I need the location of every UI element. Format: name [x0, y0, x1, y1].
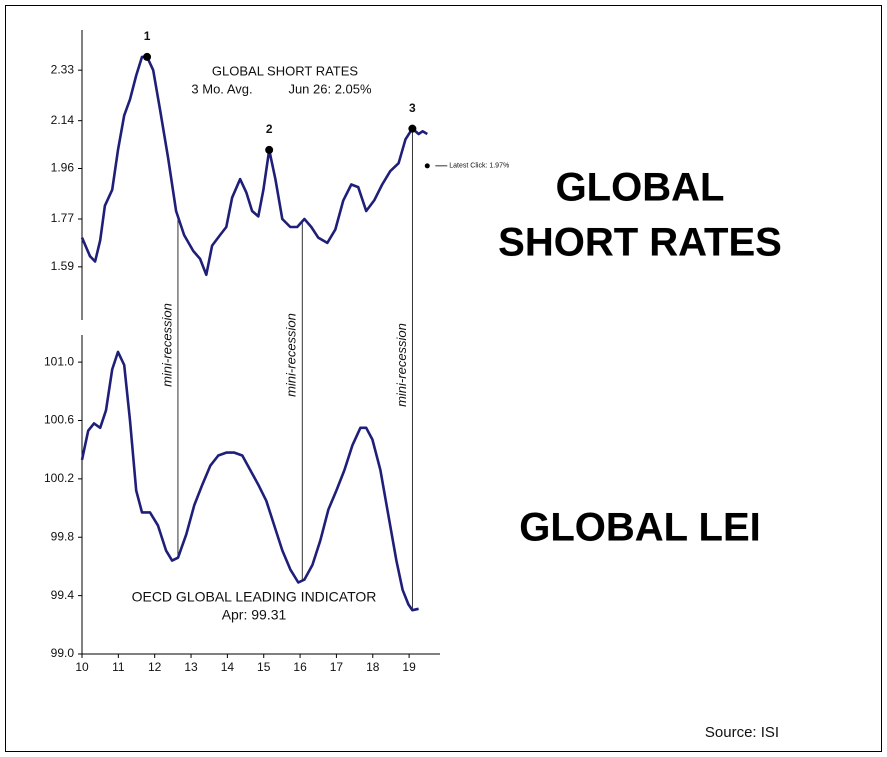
- y-tick-label: 99.0: [51, 646, 75, 660]
- x-tick-label: 19: [402, 660, 416, 674]
- chart-subtitle: Apr: 99.31: [222, 607, 287, 623]
- latest-label: Latest Click: 1.97%: [449, 163, 509, 170]
- y-tick-label: 1.77: [51, 211, 75, 225]
- x-tick-label: 17: [330, 660, 344, 674]
- y-tick-label: 1.59: [51, 259, 75, 273]
- y-tick-label: 100.6: [44, 413, 74, 427]
- chart-title: GLOBAL SHORT RATES: [212, 63, 359, 78]
- x-tick-label: 12: [148, 660, 162, 674]
- x-tick-label: 16: [293, 660, 307, 674]
- latest-point: [424, 163, 430, 169]
- chart-annotation: Jun 26: 2.05%: [288, 81, 372, 96]
- x-tick-label: 15: [257, 660, 271, 674]
- peak-point: [143, 52, 152, 61]
- series-line: [80, 55, 428, 277]
- recession-label: mini-recession: [284, 313, 299, 397]
- big-label: SHORT RATES: [498, 221, 782, 265]
- y-tick-label: 2.33: [51, 62, 75, 76]
- y-tick-label: 100.2: [44, 471, 74, 485]
- chart-title: OECD GLOBAL LEADING INDICATOR: [132, 589, 377, 605]
- x-tick-label: 10: [75, 660, 89, 674]
- peak-label: 3: [409, 101, 416, 115]
- recession-label: mini-recession: [394, 323, 409, 407]
- y-tick-label: 101.0: [44, 354, 74, 368]
- peak-label: 1: [144, 29, 151, 43]
- y-tick-label: 1.96: [51, 161, 75, 175]
- series-line: [80, 350, 419, 612]
- peak-point: [408, 124, 417, 133]
- peak-label: 2: [266, 122, 273, 136]
- x-tick-label: 11: [112, 660, 125, 674]
- chart-subtitle: 3 Mo. Avg.: [191, 81, 252, 96]
- x-tick-label: 14: [221, 660, 235, 674]
- recession-label: mini-recession: [159, 303, 174, 387]
- x-tick-label: 13: [184, 660, 198, 674]
- peak-point: [265, 145, 274, 154]
- big-label: GLOBAL LEI: [519, 506, 760, 550]
- source: Source: ISI: [705, 724, 779, 741]
- y-tick-label: 99.8: [51, 529, 75, 543]
- big-label: GLOBAL: [556, 166, 725, 210]
- x-tick-label: 18: [366, 660, 380, 674]
- frame: [5, 5, 882, 752]
- y-tick-label: 99.4: [51, 588, 75, 602]
- y-tick-label: 2.14: [51, 113, 75, 127]
